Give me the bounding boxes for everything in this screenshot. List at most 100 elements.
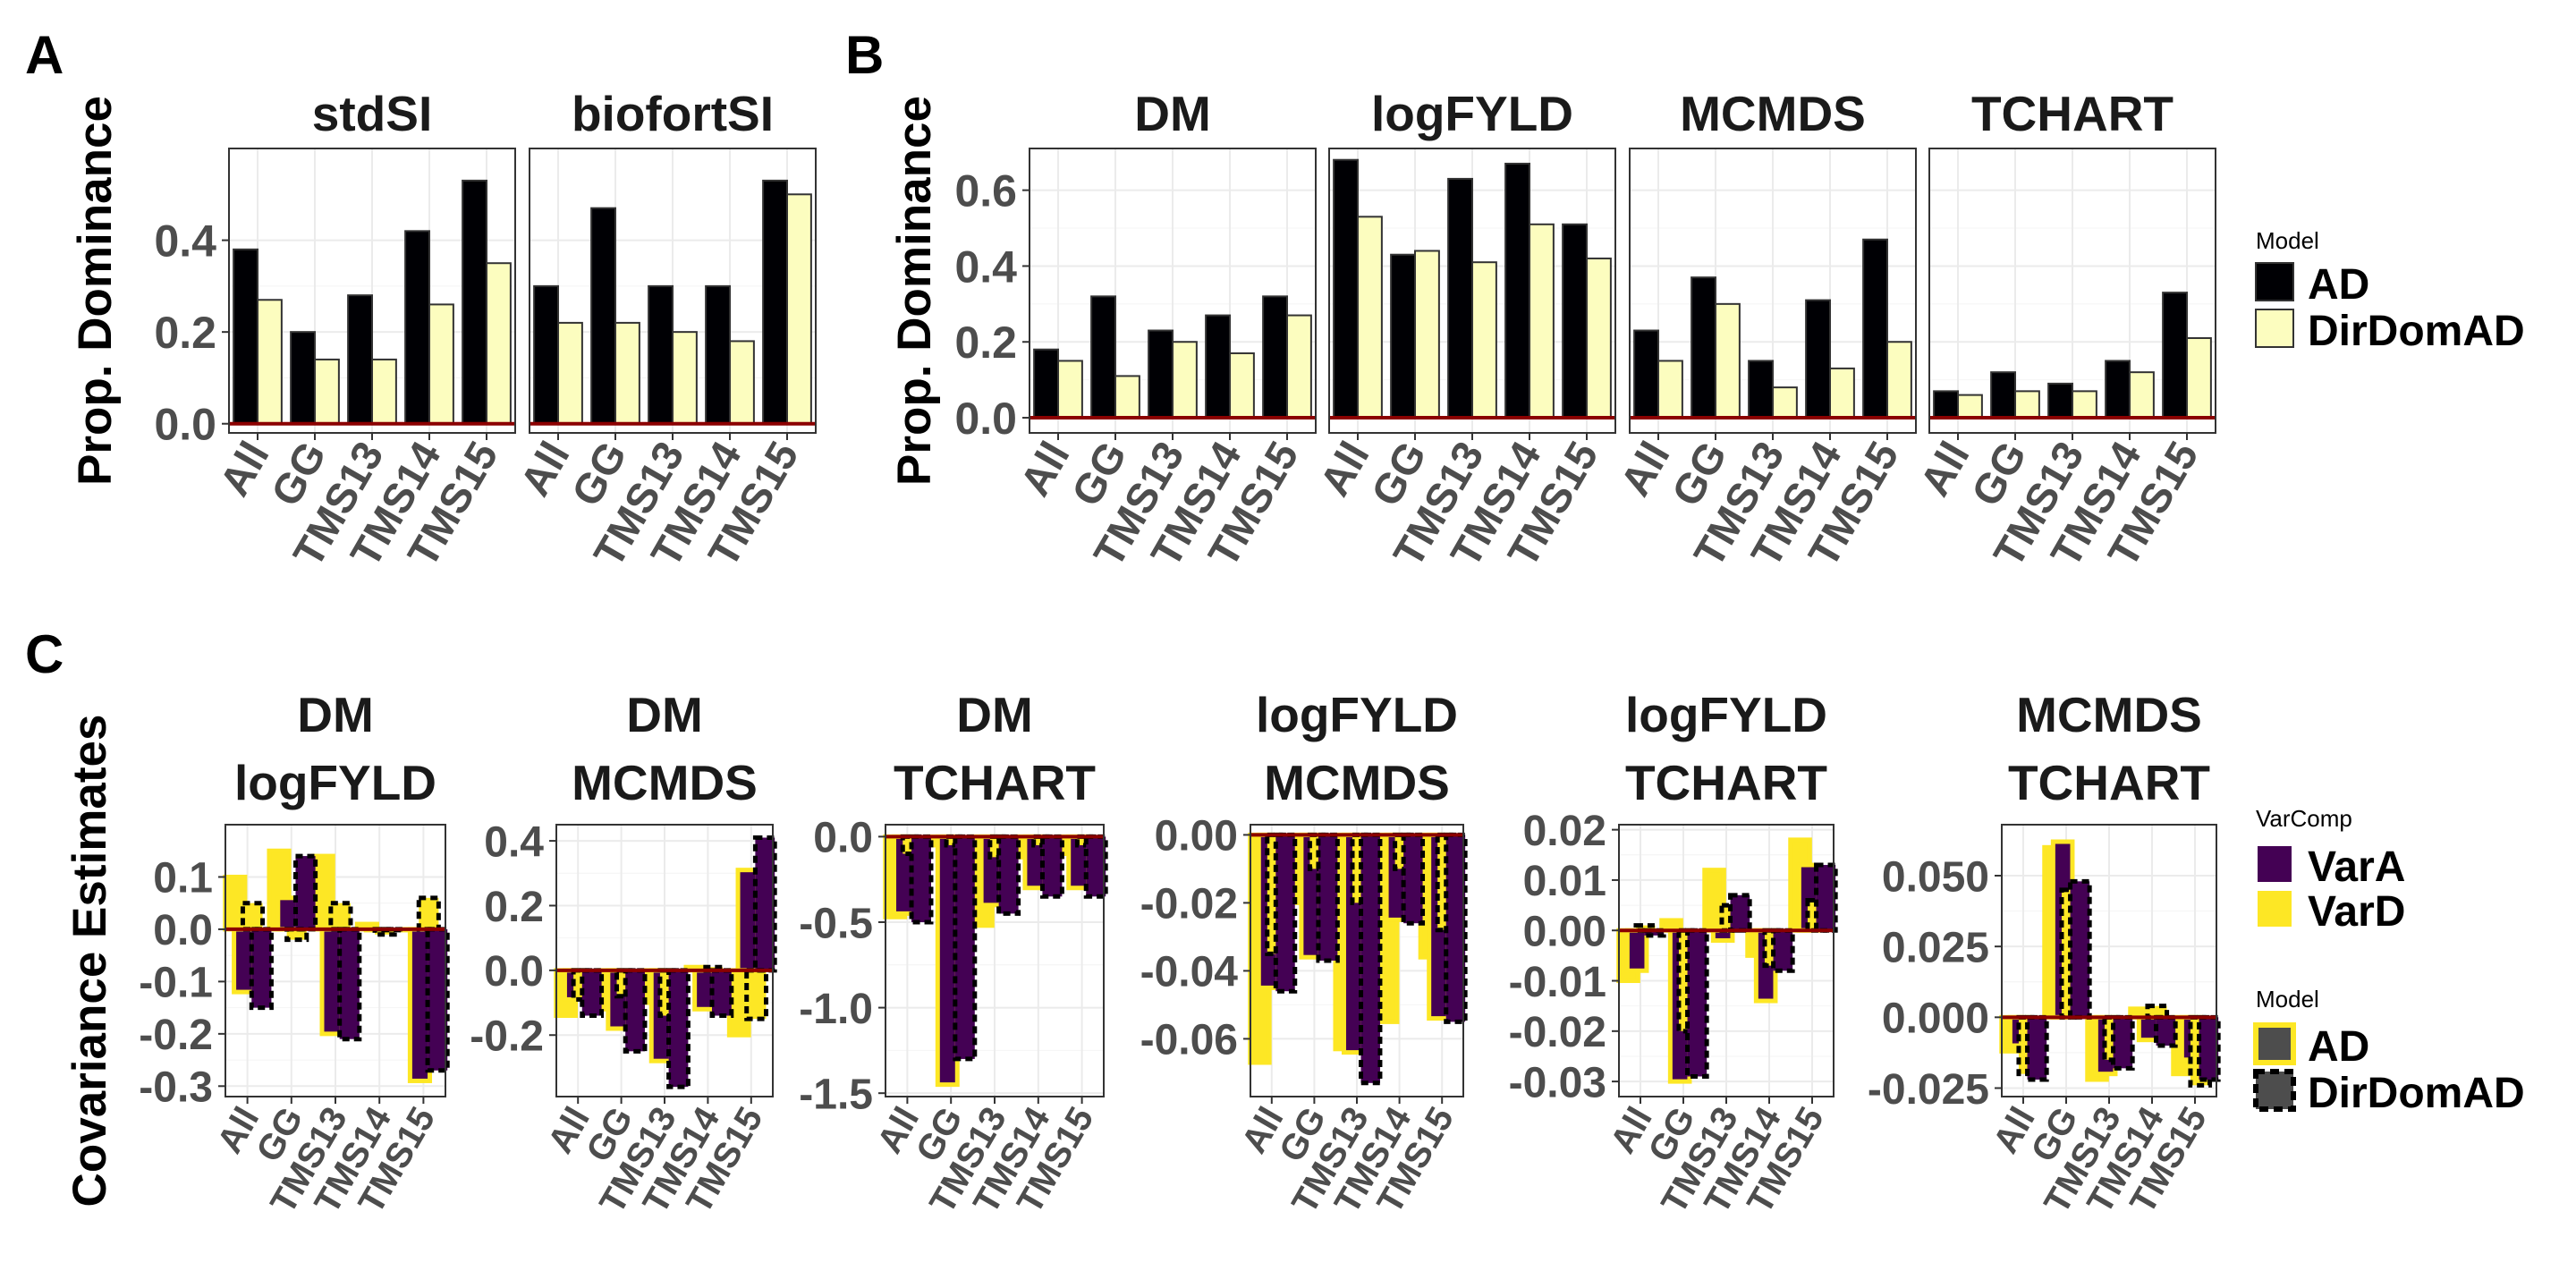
facet-title: TCHART <box>1971 86 2174 141</box>
y-axis-title: Covariance Estimates <box>64 715 116 1208</box>
bar <box>1657 360 1683 419</box>
y-tick-label: -0.2 <box>139 1012 213 1059</box>
bar <box>666 968 691 1089</box>
bar <box>729 340 755 425</box>
bar <box>1562 223 1588 419</box>
bar <box>2014 390 2040 419</box>
facet-title-2: MCMDS <box>1264 755 1450 810</box>
bar <box>1829 367 1855 419</box>
facet-title-2: TCHART <box>894 755 1096 810</box>
y-tick-label: -0.1 <box>139 960 213 1007</box>
bar <box>314 358 340 425</box>
y-tick-label: -0.03 <box>1509 1059 1606 1106</box>
bar <box>786 193 812 425</box>
bar <box>290 331 316 425</box>
bar <box>1033 348 1059 419</box>
bar <box>1633 923 1658 933</box>
y-tick-label: -0.2 <box>470 1013 544 1061</box>
bar <box>1529 223 1555 419</box>
facet-title: stdSI <box>312 86 432 141</box>
bar <box>2105 360 2131 419</box>
bar <box>292 853 318 932</box>
bar <box>1685 928 1709 1079</box>
y-tick-label: 0.4 <box>154 216 216 267</box>
bar <box>462 179 487 425</box>
bar <box>1504 162 1530 419</box>
bar <box>2068 878 2092 1020</box>
bar <box>1624 928 1649 973</box>
bar <box>614 321 640 425</box>
legend-model-ab: Model AD DirDomAD <box>2255 227 2525 355</box>
bar <box>648 284 674 425</box>
legend-label-dirdomad: DirDomAD <box>2308 308 2525 355</box>
bar <box>347 294 373 425</box>
bar <box>249 927 274 1011</box>
legend-swatch-dirdomad <box>2255 309 2294 348</box>
bar <box>1057 360 1083 419</box>
panel-c: DMlogFYLDAllGGTMS13TMS14TMS15-0.3-0.2-0.… <box>64 687 2221 1220</box>
legend-swatch-vara <box>2258 846 2292 882</box>
bar <box>1444 832 1468 1024</box>
legend-label-model-ad: AD <box>2308 1023 2369 1071</box>
bar <box>1414 250 1440 419</box>
bar <box>371 358 397 425</box>
bar <box>1862 238 1889 419</box>
bar <box>953 834 978 1062</box>
bar <box>425 927 450 1073</box>
bar <box>2162 292 2189 419</box>
bar <box>752 835 777 973</box>
facet-title: DM <box>1134 86 1211 141</box>
y-tick-label: -0.01 <box>1509 959 1606 1006</box>
bar <box>2129 371 2155 419</box>
bar <box>1083 834 1108 899</box>
y-tick-label: 0.4 <box>954 242 1017 292</box>
bar <box>744 968 768 1021</box>
bar <box>2025 1014 2049 1082</box>
bar <box>705 284 731 425</box>
y-tick-label: 0.025 <box>1882 924 1989 971</box>
bar <box>1447 177 1473 419</box>
y-tick-label: -0.5 <box>799 900 873 947</box>
bar <box>1471 261 1497 419</box>
bar <box>257 299 283 425</box>
bar <box>2197 1014 2221 1082</box>
bar <box>1359 832 1383 1086</box>
bar <box>486 262 512 425</box>
bar <box>319 927 344 1037</box>
bar <box>1771 928 1795 973</box>
facet-title-1: logFYLD <box>1256 687 1458 742</box>
y-tick-label: 0.050 <box>1882 853 1989 901</box>
bar <box>1957 394 1983 419</box>
facet-title: MCMDS <box>1680 86 1866 141</box>
legend-swatch-model-ad <box>2253 1022 2296 1065</box>
facet-title-1: logFYLD <box>1625 687 1827 742</box>
bar <box>1039 834 1064 899</box>
panel-label-a: A <box>25 25 64 85</box>
bar <box>2154 1014 2178 1048</box>
bar <box>328 901 353 932</box>
legend-label-ad: AD <box>2308 261 2369 309</box>
facet-title: biofortSI <box>572 86 774 141</box>
bar <box>2047 382 2074 419</box>
panel-a: stdSIAllGGTMS13TMS14TMS15biofortSIAllGGT… <box>69 86 817 574</box>
y-tick-label: -0.06 <box>1140 1017 1238 1064</box>
y-tick-label: 0.0 <box>154 400 216 450</box>
panel-label-c: C <box>25 624 64 684</box>
legend-varcomp: VarComp VarA VarD <box>2256 805 2405 936</box>
legend-swatch-vard <box>2258 891 2292 927</box>
y-tick-label: -0.02 <box>1509 1009 1606 1056</box>
bar <box>533 284 559 425</box>
bar <box>762 179 788 425</box>
y-tick-label: 0.1 <box>153 855 213 902</box>
legend-model-c: Model AD DirDomAD <box>2253 986 2525 1117</box>
bar <box>709 968 734 1019</box>
bar <box>557 321 583 425</box>
bar <box>1728 893 1752 933</box>
facet-title-2: TCHART <box>1625 755 1827 810</box>
bar <box>240 901 266 932</box>
legend-model-ab-title: Model <box>2256 227 2319 254</box>
bar <box>2072 390 2097 419</box>
bar <box>590 207 616 425</box>
bar <box>1642 928 1666 938</box>
y-tick-label: 0.0 <box>153 907 213 954</box>
